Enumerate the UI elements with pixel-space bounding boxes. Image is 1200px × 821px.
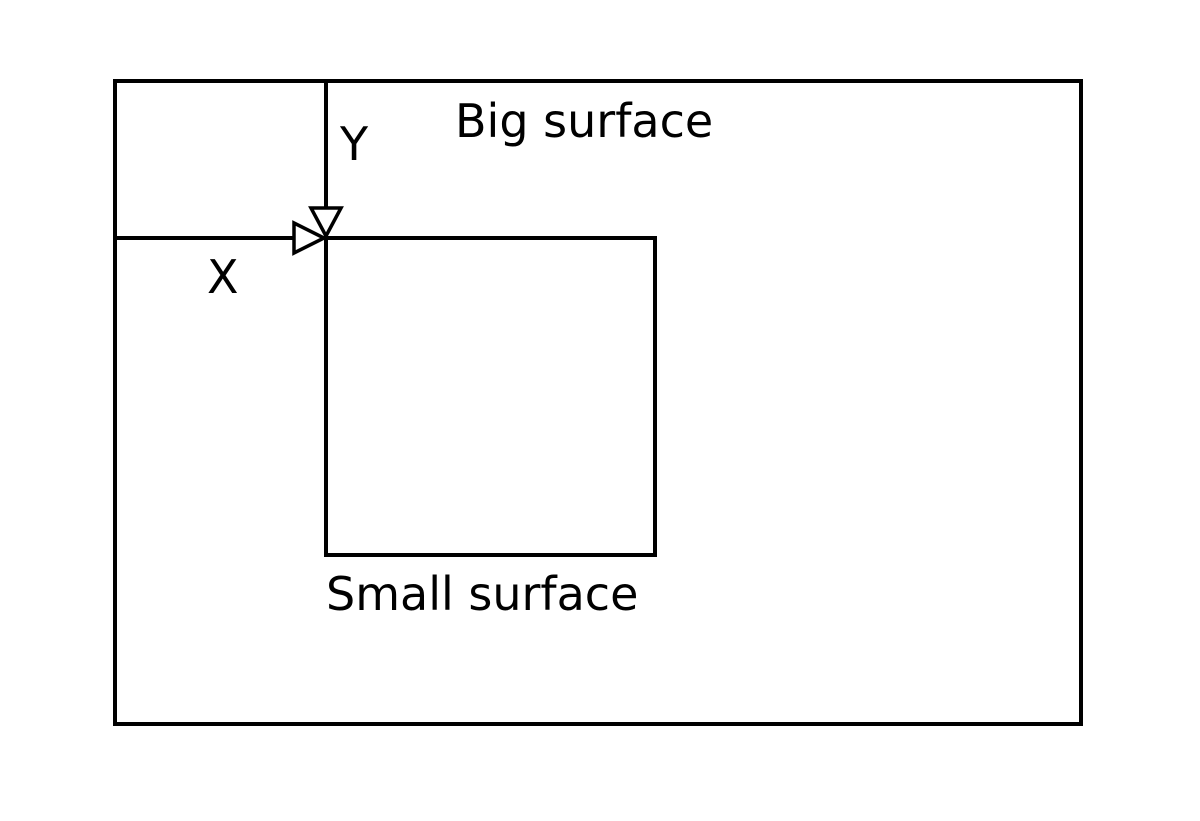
y-arrowhead-icon: [308, 206, 344, 240]
small-surface-label: Small surface: [326, 567, 638, 621]
y-axis-label: Y: [339, 117, 369, 171]
small-surface-rect: [324, 236, 657, 557]
big-surface-label: Big surface: [455, 94, 713, 148]
y-offset-arrow: [308, 81, 344, 240]
x-axis-label: X: [207, 250, 239, 304]
big-surface-rect: [113, 79, 1083, 726]
x-offset-arrow: [115, 220, 328, 256]
x-arrowhead-icon: [292, 220, 328, 256]
